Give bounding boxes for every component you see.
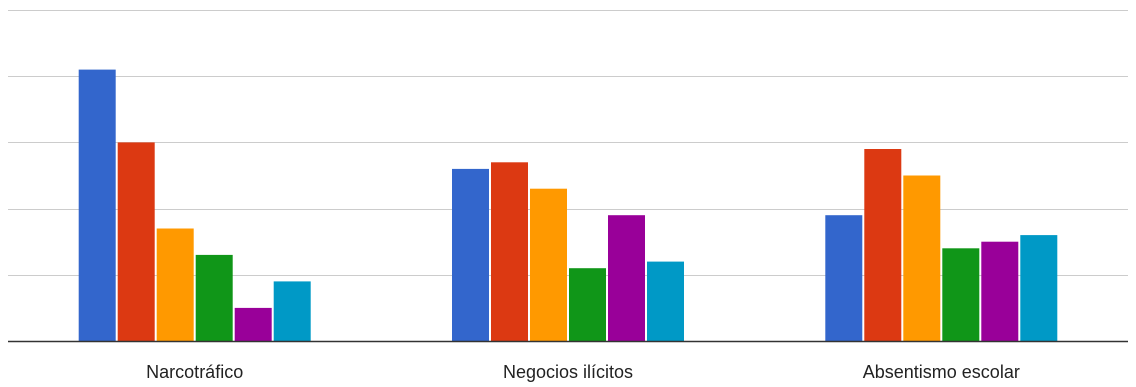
category-label-absentismo-escolar: Absentismo escolar: [863, 362, 1020, 382]
bar-cat3-series4: [942, 248, 980, 341]
category-labels: Narcotráfico Negocios ilícitos Absentism…: [146, 362, 1020, 382]
bar-cat1-series5: [234, 307, 272, 341]
bar-cat3-series3: [903, 175, 941, 341]
category-label-narcotrafico: Narcotráfico: [146, 362, 243, 382]
bar-cat3-series1: [825, 215, 863, 341]
bar-cat2-series4: [569, 268, 606, 341]
bar-cat1-series1: [78, 69, 116, 341]
bars: [78, 69, 1058, 341]
bar-cat1-series3: [156, 228, 194, 341]
category-label-negocios-ilicitos: Negocios ilícitos: [503, 362, 633, 382]
bar-cat2-series6: [647, 261, 684, 341]
bar-cat3-series6: [1020, 235, 1058, 341]
bar-cat1-series2: [117, 142, 155, 341]
bar-cat1-series6: [273, 281, 311, 341]
bar-cat3-series5: [981, 241, 1019, 341]
gridlines: [8, 10, 1128, 276]
bar-cat1-series4: [195, 254, 233, 341]
bar-cat2-series5: [608, 215, 645, 341]
bar-cat2-series1: [452, 168, 489, 341]
bar-cat2-series3: [530, 188, 567, 341]
bar-cat2-series2: [491, 162, 528, 341]
bar-cat3-series2: [864, 149, 902, 341]
